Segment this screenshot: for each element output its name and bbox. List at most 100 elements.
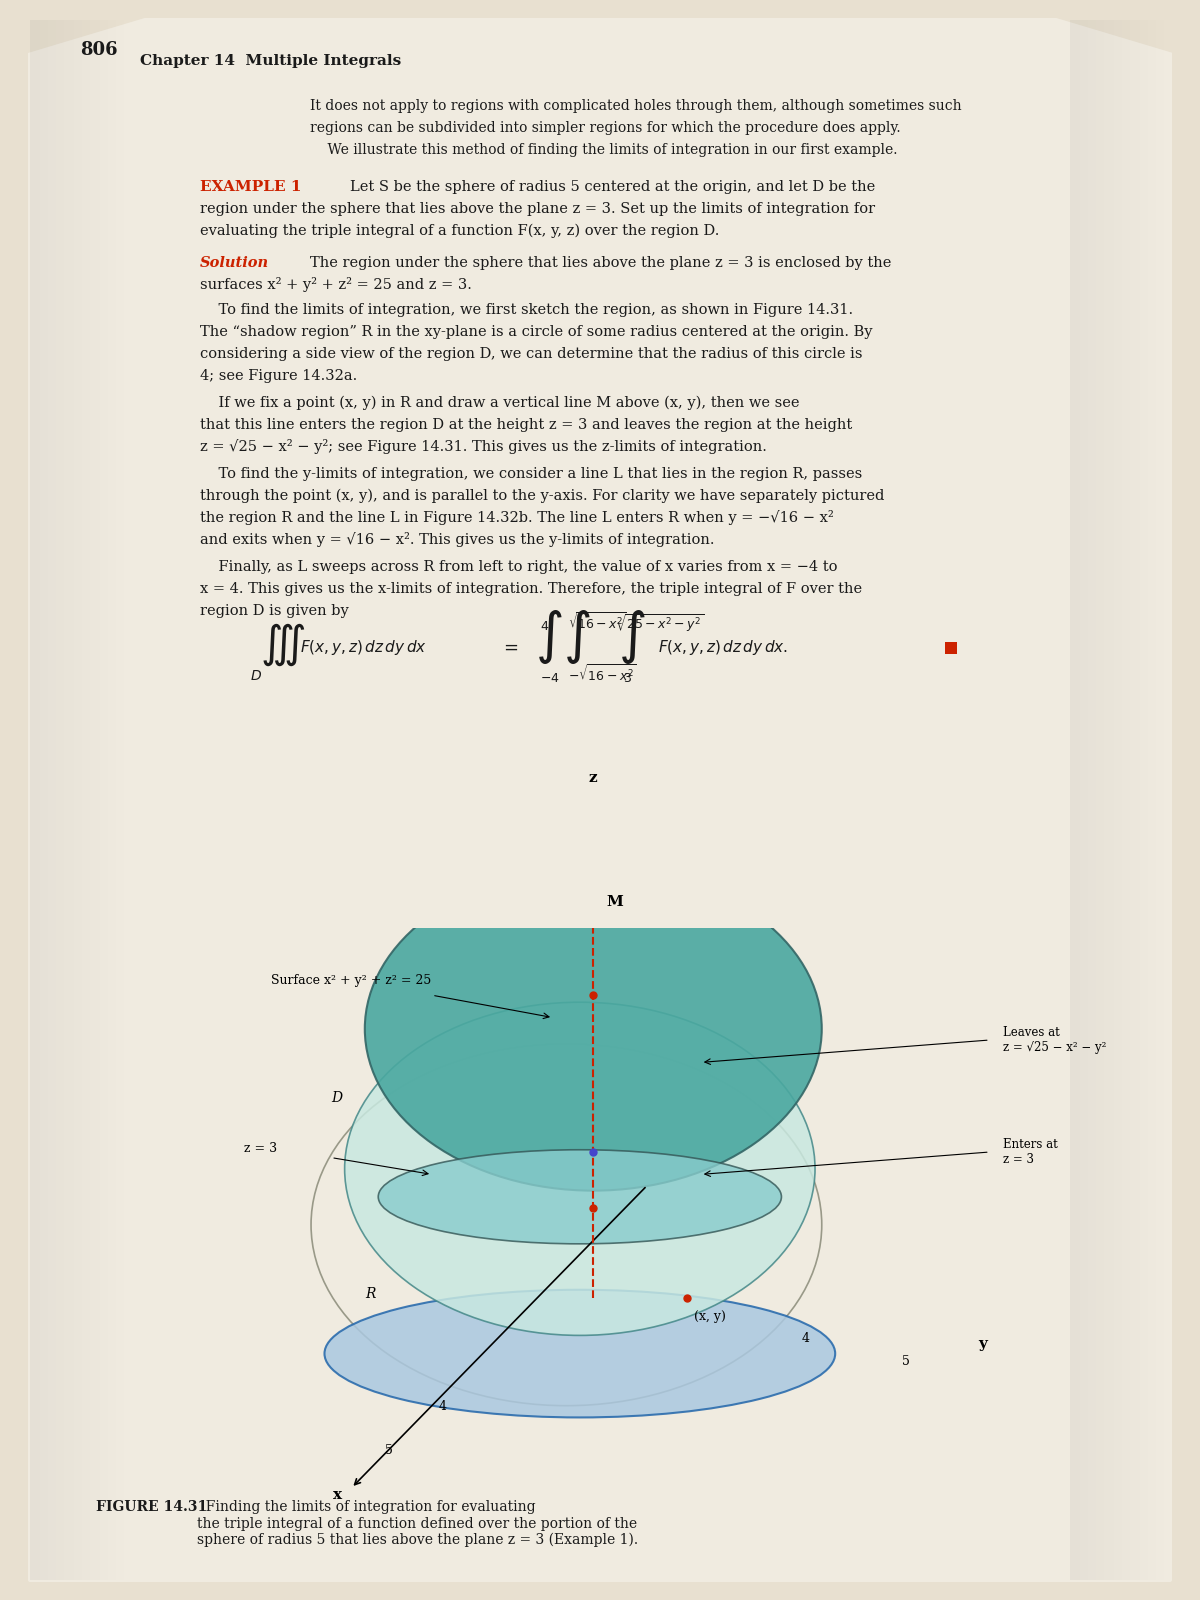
Bar: [1160, 19, 1162, 1581]
Bar: [1080, 19, 1082, 1581]
Text: It does not apply to regions with complicated holes through them, although somet: It does not apply to regions with compli…: [310, 99, 961, 114]
Text: M: M: [607, 894, 624, 909]
Bar: [1168, 19, 1170, 1581]
Text: D: D: [331, 1091, 342, 1104]
Bar: [1110, 19, 1112, 1581]
Bar: [1164, 19, 1166, 1581]
Bar: [86, 19, 88, 1581]
Bar: [126, 19, 128, 1581]
FancyBboxPatch shape: [28, 18, 1172, 1582]
Bar: [1086, 19, 1088, 1581]
Bar: [68, 19, 70, 1581]
Bar: [1136, 19, 1138, 1581]
Text: The “shadow region” R in the xy-plane is a circle of some radius centered at the: The “shadow region” R in the xy-plane is…: [200, 325, 872, 339]
Text: EXAMPLE 1: EXAMPLE 1: [200, 179, 301, 194]
Bar: [1152, 19, 1154, 1581]
Text: through the point (x, y), and is parallel to the y-axis. For clarity we have sep: through the point (x, y), and is paralle…: [200, 488, 884, 502]
Bar: [1156, 19, 1158, 1581]
Text: y: y: [979, 1338, 988, 1350]
Text: Let S be the sphere of radius 5 centered at the origin, and let D be the: Let S be the sphere of radius 5 centered…: [350, 179, 875, 194]
Bar: [40, 19, 42, 1581]
Bar: [1166, 19, 1168, 1581]
Bar: [76, 19, 78, 1581]
Bar: [1104, 19, 1106, 1581]
Text: region under the sphere that lies above the plane z = 3. Set up the limits of in: region under the sphere that lies above …: [200, 202, 875, 216]
Text: $-\sqrt{16-x^2}$: $-\sqrt{16-x^2}$: [568, 664, 637, 685]
Bar: [1150, 19, 1152, 1581]
Bar: [82, 19, 84, 1581]
Text: (x, y): (x, y): [694, 1310, 726, 1323]
Bar: [1070, 19, 1072, 1581]
Bar: [1124, 19, 1126, 1581]
Text: $\int$: $\int$: [563, 608, 590, 666]
Bar: [32, 19, 34, 1581]
Bar: [98, 19, 100, 1581]
Bar: [92, 19, 94, 1581]
Bar: [94, 19, 96, 1581]
Bar: [1120, 19, 1122, 1581]
Ellipse shape: [344, 1002, 815, 1336]
Bar: [110, 19, 112, 1581]
Bar: [1122, 19, 1124, 1581]
Text: region D is given by: region D is given by: [200, 603, 349, 618]
Text: $\sqrt{25-x^2-y^2}$: $\sqrt{25-x^2-y^2}$: [616, 613, 704, 635]
Bar: [1146, 19, 1148, 1581]
Bar: [114, 19, 116, 1581]
Bar: [1140, 19, 1142, 1581]
Bar: [56, 19, 58, 1581]
Bar: [84, 19, 86, 1581]
Bar: [1074, 19, 1076, 1581]
Bar: [106, 19, 108, 1581]
Text: $=$: $=$: [500, 638, 518, 656]
Text: and exits when y = √16 − x². This gives us the y-limits of integration.: and exits when y = √16 − x². This gives …: [200, 531, 714, 547]
Bar: [1088, 19, 1090, 1581]
Bar: [1128, 19, 1130, 1581]
Bar: [1126, 19, 1128, 1581]
Text: Surface x² + y² + z² = 25: Surface x² + y² + z² = 25: [271, 974, 431, 987]
Bar: [1130, 19, 1132, 1581]
Bar: [1142, 19, 1144, 1581]
Bar: [44, 19, 46, 1581]
Text: R: R: [365, 1286, 376, 1301]
Bar: [120, 19, 122, 1581]
Bar: [42, 19, 44, 1581]
Bar: [1144, 19, 1146, 1581]
Bar: [64, 19, 66, 1581]
Bar: [38, 19, 40, 1581]
Ellipse shape: [378, 1150, 781, 1243]
Ellipse shape: [365, 867, 822, 1190]
Text: Chapter 14  Multiple Integrals: Chapter 14 Multiple Integrals: [140, 54, 401, 67]
Text: x = 4. This gives us the x-limits of integration. Therefore, the triple integral: x = 4. This gives us the x-limits of int…: [200, 582, 862, 595]
Bar: [1098, 19, 1100, 1581]
Text: 4; see Figure 14.32a.: 4; see Figure 14.32a.: [200, 370, 358, 382]
Text: $\int$: $\int$: [618, 608, 646, 666]
Text: To find the limits of integration, we first sketch the region, as shown in Figur: To find the limits of integration, we fi…: [200, 302, 853, 317]
Bar: [34, 19, 36, 1581]
Text: the region R and the line L in Figure 14.32b. The line L enters R when y = −√16 : the region R and the line L in Figure 14…: [200, 510, 834, 525]
Bar: [1100, 19, 1102, 1581]
Bar: [70, 19, 72, 1581]
Bar: [88, 19, 90, 1581]
Bar: [128, 19, 130, 1581]
Text: $\iiint$: $\iiint$: [260, 622, 305, 669]
Text: The region under the sphere that lies above the plane z = 3 is enclosed by the: The region under the sphere that lies ab…: [310, 256, 892, 270]
Ellipse shape: [324, 1290, 835, 1418]
Bar: [1082, 19, 1084, 1581]
Text: Finally, as L sweeps across R from left to right, the value of x varies from x =: Finally, as L sweeps across R from left …: [200, 560, 838, 574]
Text: Enters at
z = 3: Enters at z = 3: [1003, 1138, 1058, 1166]
Bar: [1112, 19, 1114, 1581]
Bar: [1162, 19, 1164, 1581]
Bar: [30, 19, 32, 1581]
Bar: [1092, 19, 1094, 1581]
Bar: [48, 19, 50, 1581]
Bar: [108, 19, 110, 1581]
Bar: [1132, 19, 1134, 1581]
Bar: [90, 19, 92, 1581]
Bar: [1076, 19, 1078, 1581]
Bar: [66, 19, 68, 1581]
Bar: [1072, 19, 1074, 1581]
Bar: [78, 19, 80, 1581]
Text: Solution: Solution: [200, 256, 269, 270]
Text: 806: 806: [80, 42, 118, 59]
Bar: [1108, 19, 1110, 1581]
